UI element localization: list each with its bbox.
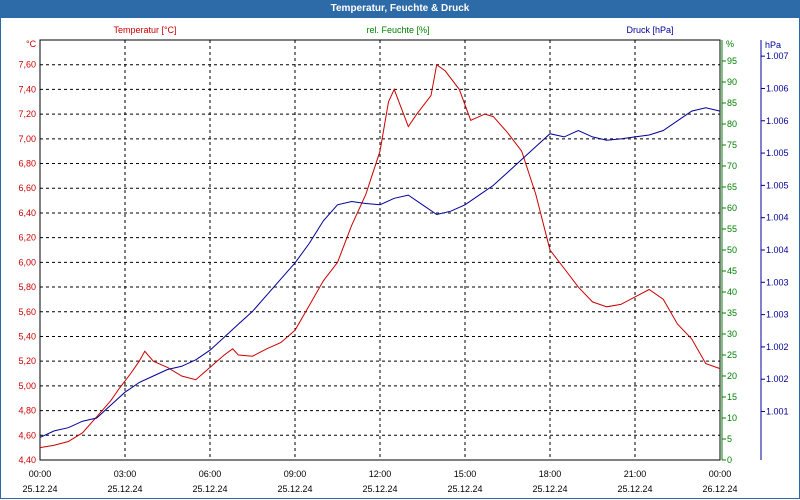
- temperature-tick-label: 4,40: [18, 455, 36, 465]
- time-tick-label: 18:00: [539, 469, 562, 479]
- temperature-tick-label: 6,00: [18, 257, 36, 267]
- temperature-tick-label: 5,20: [18, 356, 36, 366]
- humidity-unit: %: [726, 39, 734, 49]
- temperature-tick-label: 7,40: [18, 84, 36, 94]
- chart-title: Temperatur, Feuchte & Druck: [0, 0, 800, 18]
- legend-pressure: Druck [hPa]: [626, 25, 673, 35]
- date-tick-label: 26.12.24: [702, 484, 737, 494]
- temperature-unit: °C: [26, 39, 37, 49]
- pressure-tick-label: 1.006: [766, 116, 789, 126]
- temperature-tick-label: 7,00: [18, 134, 36, 144]
- temperature-tick-label: 6,80: [18, 159, 36, 169]
- humidity-tick-label: 55: [727, 224, 737, 234]
- humidity-tick-label: 10: [727, 413, 737, 423]
- date-tick-label: 25.12.24: [447, 484, 482, 494]
- humidity-tick-label: 35: [727, 308, 737, 318]
- humidity-tick-label: 5: [727, 434, 732, 444]
- time-tick-label: 00:00: [709, 469, 732, 479]
- temperature-tick-label: 5,40: [18, 331, 36, 341]
- pressure-tick-label: 1.003: [766, 277, 789, 287]
- humidity-tick-label: 75: [727, 140, 737, 150]
- humidity-tick-label: 30: [727, 329, 737, 339]
- humidity-tick-label: 40: [727, 287, 737, 297]
- date-tick-label: 25.12.24: [192, 484, 227, 494]
- pressure-tick-label: 1.006: [766, 83, 789, 93]
- temperature-tick-label: 6,40: [18, 208, 36, 218]
- plot-border: [39, 39, 721, 461]
- temperature-tick-label: 5,60: [18, 307, 36, 317]
- date-tick-label: 25.12.24: [107, 484, 142, 494]
- temperature-tick-label: 4,60: [18, 430, 36, 440]
- humidity-tick-label: 80: [727, 119, 737, 129]
- humidity-tick-label: 0: [727, 455, 732, 465]
- humidity-tick-label: 95: [727, 56, 737, 66]
- humidity-tick-label: 25: [727, 350, 737, 360]
- humidity-tick-label: 90: [727, 77, 737, 87]
- temperature-tick-label: 7,60: [18, 60, 36, 70]
- date-tick-label: 25.12.24: [362, 484, 397, 494]
- time-tick-label: 21:00: [624, 469, 647, 479]
- time-tick-label: 00:00: [29, 469, 52, 479]
- humidity-tick-label: 70: [727, 161, 737, 171]
- pressure-tick-label: 1.002: [766, 342, 789, 352]
- humidity-tick-label: 15: [727, 392, 737, 402]
- pressure-tick-label: 1.004: [766, 213, 789, 223]
- time-tick-label: 15:00: [454, 469, 477, 479]
- temperature-line: [39, 63, 721, 449]
- legend-humidity: rel. Feuchte [%]: [366, 25, 429, 35]
- pressure-axis-ticks: 1.007 1.006 1.006 1.005 1.005 1.004 1.004 1.003…: [761, 51, 789, 417]
- pressure-unit: hPa: [765, 40, 781, 50]
- pressure-tick-label: 1.001: [766, 407, 789, 417]
- pressure-line: [39, 107, 721, 438]
- pressure-tick-label: 1.003: [766, 310, 789, 320]
- pressure-tick-label: 1.005: [766, 180, 789, 190]
- temperature-tick-label: 7,20: [18, 109, 36, 119]
- chart-axes: [39, 39, 762, 461]
- humidity-tick-label: 50: [727, 245, 737, 255]
- legend-temperature: Temperatur [°C]: [113, 25, 176, 35]
- pressure-tick-label: 1.007: [766, 51, 789, 61]
- temperature-axis-ticks: 7,60 7,40 7,20 7,00 6,80 6,60 6,40 6,20 6,00 5,80…: [18, 60, 36, 465]
- time-tick-label: 06:00: [199, 469, 222, 479]
- time-axis-ticks: 00:00 25.12.24 03:00 25.12.24 06:00 25.12.24 0…: [22, 469, 737, 494]
- humidity-tick-label: 85: [727, 98, 737, 108]
- temperature-tick-label: 6,20: [18, 233, 36, 243]
- humidity-tick-label: 45: [727, 266, 737, 276]
- date-tick-label: 25.12.24: [532, 484, 567, 494]
- temperature-tick-label: 5,00: [18, 381, 36, 391]
- humidity-tick-label: 60: [727, 203, 737, 213]
- time-tick-label: 09:00: [284, 469, 307, 479]
- humidity-tick-label: 65: [727, 182, 737, 192]
- time-tick-label: 12:00: [369, 469, 392, 479]
- pressure-tick-label: 1.002: [766, 374, 789, 384]
- temperature-tick-label: 6,60: [18, 183, 36, 193]
- date-tick-label: 25.12.24: [22, 484, 57, 494]
- chart-grid: [40, 40, 720, 461]
- date-tick-label: 25.12.24: [277, 484, 312, 494]
- pressure-tick-label: 1.004: [766, 245, 789, 255]
- temperature-tick-label: 4,80: [18, 406, 36, 416]
- humidity-tick-label: 20: [727, 371, 737, 381]
- time-tick-label: 03:00: [114, 469, 137, 479]
- temperature-tick-label: 5,80: [18, 282, 36, 292]
- pressure-tick-label: 1.005: [766, 148, 789, 158]
- date-tick-label: 25.12.24: [617, 484, 652, 494]
- chart-series: [39, 63, 721, 449]
